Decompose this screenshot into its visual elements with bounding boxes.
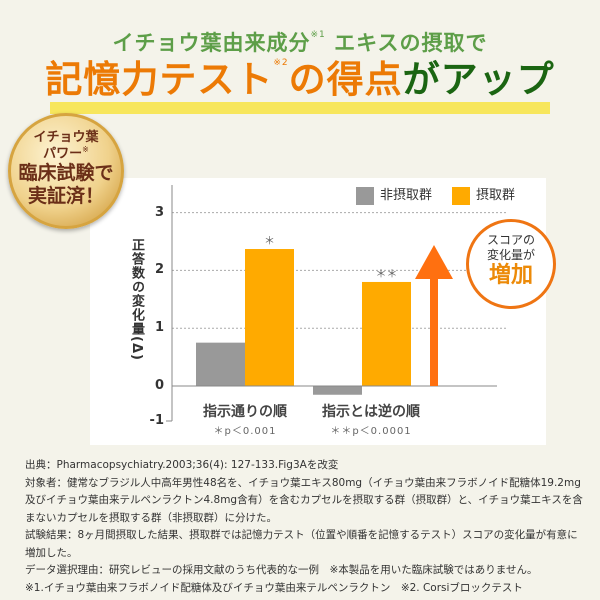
footnote-ref: ※1 xyxy=(310,30,326,40)
callout-line2: 変化量が xyxy=(486,248,535,262)
y-axis-label: 正答数の変化量(Δ) xyxy=(129,238,144,361)
y-tick-label: 2 xyxy=(154,262,164,278)
significance-mark-0: ＊ xyxy=(264,234,275,247)
headline-main: 記憶力テスト※2の得点がアップ xyxy=(0,58,600,102)
y-tick-label: 1 xyxy=(154,320,164,336)
significance-mark-1: ＊＊ xyxy=(375,267,398,280)
note-subjects: 対象者：健常なブラジル人中高年男性48名を、イチョウ葉エキス80mg（イチョウ葉… xyxy=(25,476,583,524)
increase-callout: スコアの 変化量が 増加 xyxy=(466,219,556,309)
headline-orange-2: の得点 xyxy=(288,58,403,101)
note-selection: データ選択理由：研究レビューの採用文献のうち代表的な一例 ※本製品を用いた臨床試… xyxy=(25,564,538,576)
increase-arrow-icon xyxy=(415,245,453,386)
headline-orange: 記憶力テスト xyxy=(45,58,274,101)
chart-panel xyxy=(90,178,546,445)
headline-sub: イチョウ葉由来成分※1 エキスの摂取で xyxy=(0,30,600,56)
category-label-1: 指示とは逆の順 xyxy=(322,404,420,420)
note-definitions: ※1.イチョウ葉由来フラボノイド配糖体及びイチョウ葉由来テルペンラクトン ※2.… xyxy=(25,581,523,594)
legend-label-intake: 摂取群 xyxy=(476,188,516,203)
callout-line3: 増加 xyxy=(488,263,533,288)
y-tick-label: -1 xyxy=(149,413,164,428)
headline-sub-text-rest: エキスの摂取で xyxy=(325,31,488,55)
headline-green: がアップ xyxy=(402,58,555,101)
badge-line2: パワー※ xyxy=(43,145,89,162)
note-source: 出典：Pharmacopsychiatry.2003;36(4): 127-13… xyxy=(25,459,339,471)
badge-line3: 臨床試験で xyxy=(18,162,114,184)
category-label-0: 指示通りの順 xyxy=(203,404,287,420)
badge-line4: 実証済！ xyxy=(27,185,104,207)
legend-swatch-non-intake xyxy=(356,187,374,205)
legend-label-non-intake: 非摂取群 xyxy=(380,188,433,203)
footnote-ref-2: ※2 xyxy=(273,58,289,68)
y-tick-label: 0 xyxy=(154,378,164,393)
headline-highlight xyxy=(50,102,550,114)
legend-swatch-intake xyxy=(452,187,470,205)
footnotes: 出典：Pharmacopsychiatry.2003;36(4): 127-13… xyxy=(25,457,585,597)
y-tick-label: 3 xyxy=(154,204,164,220)
bar-intake-1 xyxy=(362,281,411,386)
bar-non-intake-0 xyxy=(196,342,245,386)
headline-sub-text: イチョウ葉由来成分 xyxy=(112,31,311,55)
badge-line1: イチョウ葉 xyxy=(33,130,99,145)
p-value-0: ＊p＜0.001 xyxy=(213,426,277,437)
bar-intake-0 xyxy=(245,249,294,386)
clinical-trial-badge: イチョウ葉 パワー※ 臨床試験で 実証済！ xyxy=(8,113,124,229)
bar-non-intake-1 xyxy=(313,386,362,395)
note-results: 試験結果：8ヶ月間摂取した結果、摂取群では記憶力テスト（位置や順番を記憶するテス… xyxy=(25,529,578,559)
p-value-1: ＊＊p＜0.0001 xyxy=(330,426,412,437)
callout-line1: スコアの xyxy=(486,233,535,247)
